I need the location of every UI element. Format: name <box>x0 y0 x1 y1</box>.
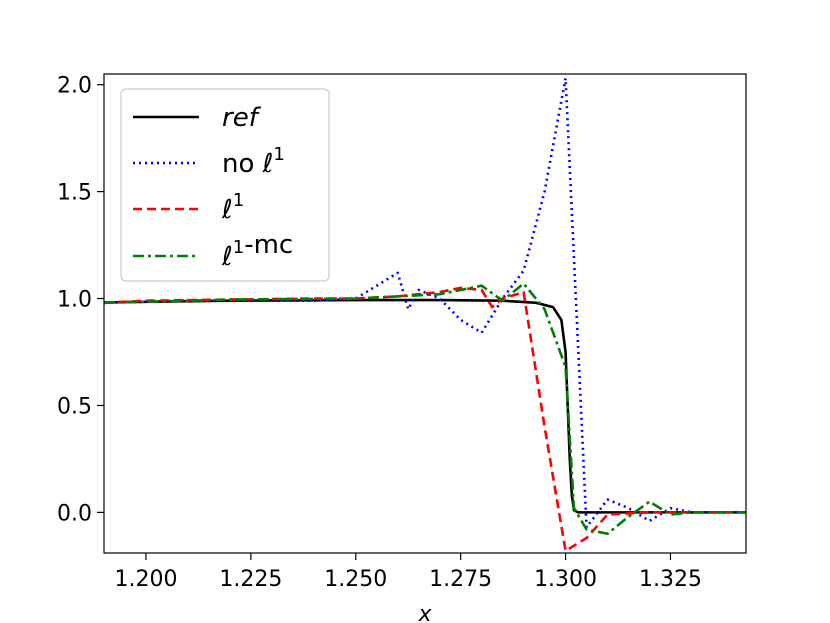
legend-label-3: ℓ1-mc <box>221 230 293 272</box>
legend-label-1: no ℓ1 <box>222 144 285 179</box>
x-tick-label: 1.275 <box>429 567 492 592</box>
x-tick-label: 1.200 <box>114 567 177 592</box>
legend-label-0: ref <box>222 103 262 133</box>
x-tick-label: 1.250 <box>324 567 387 592</box>
legend: ref no ℓ1 ℓ1 ℓ1-mc <box>120 88 330 282</box>
y-tick-label: 1.0 <box>57 288 92 313</box>
legend-label-2: ℓ1 <box>221 190 244 225</box>
y-tick-label: 0.0 <box>57 501 92 526</box>
x-axis-label: x <box>417 602 432 623</box>
plot-frame <box>103 73 747 554</box>
y-tick-label: 2.0 <box>57 74 92 99</box>
axes: 1.200 1.225 1.250 1.275 1.300 1.325 0.0 0.5 1.0 1… <box>57 73 747 592</box>
y-tick-label: 1.5 <box>57 181 92 206</box>
x-tick-label: 1.225 <box>219 567 282 592</box>
series-line-2 <box>104 286 746 553</box>
y-tick-label: 0.5 <box>57 394 92 419</box>
x-tick-label: 1.325 <box>639 567 702 592</box>
plot-area <box>104 76 746 553</box>
legend-box <box>120 88 330 282</box>
x-tick-label: 1.300 <box>534 567 597 592</box>
series-line-0 <box>104 298 746 514</box>
series-line-3 <box>104 282 746 536</box>
